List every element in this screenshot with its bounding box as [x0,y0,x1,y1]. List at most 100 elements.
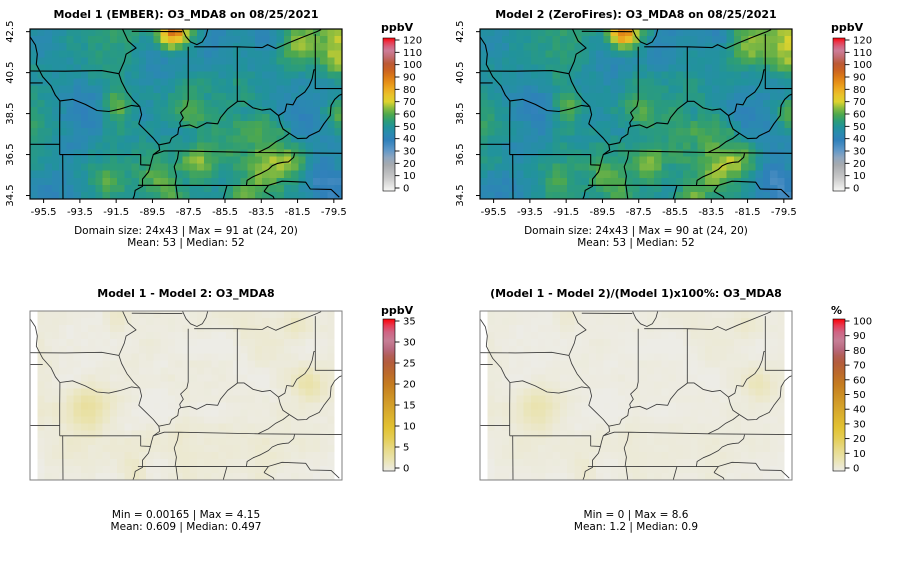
caption-stats-model1: Mean: 53 | Median: 52 [127,237,245,249]
svg-text:70: 70 [853,97,866,108]
caption-domain-model1: Domain size: 24x43 | Max = 91 at (24, 20… [74,225,298,237]
svg-text:25: 25 [403,359,416,370]
svg-text:100: 100 [403,60,422,71]
svg-text:40: 40 [853,405,866,416]
caption-stats-difference: Mean: 0.609 | Median: 0.497 [110,521,262,533]
svg-text:38.5: 38.5 [455,102,466,124]
svg-text:-87.5: -87.5 [626,207,652,218]
panel-percent-difference: 0 10 20 30 40 50 60 70 80 90 100% (Model 1 - Model… [450,280,900,561]
percent-difference-map-plot: 0 10 20 30 40 50 60 70 80 90 100% [479,304,872,481]
svg-text:-91.5: -91.5 [553,207,579,218]
svg-text:-85.5: -85.5 [212,207,238,218]
model1-axes: -95.5 -93.5 -91.5 -89.5 -87.5 -85.5 -83.5 -81.5… [5,21,347,218]
caption-domain-model2: Domain size: 24x43 | Max = 90 at (24, 20… [524,225,748,237]
model1-state-boundaries [30,29,342,199]
svg-text:90: 90 [853,73,866,84]
svg-text:60: 60 [853,375,866,386]
svg-text:80: 80 [853,346,866,357]
svg-text:-93.5: -93.5 [67,207,93,218]
svg-text:35: 35 [403,317,416,328]
svg-text:50: 50 [853,122,866,133]
svg-text:-95.5: -95.5 [481,207,507,218]
svg-text:-87.5: -87.5 [176,207,202,218]
svg-text:40: 40 [853,134,866,145]
panel-title-percent-difference: (Model 1 - Model 2)/(Model 1)x100%: O3_M… [490,287,782,300]
pctdiff-heatmap-cells [480,311,792,480]
svg-text:30: 30 [403,338,416,349]
svg-text:-79.5: -79.5 [321,207,347,218]
svg-text:15: 15 [403,401,416,412]
svg-text:-81.5: -81.5 [285,207,311,218]
svg-text:110: 110 [853,48,872,59]
svg-text:40: 40 [403,134,416,145]
diff-heatmap-cells [30,311,342,480]
svg-text:0: 0 [403,184,409,195]
svg-text:5: 5 [403,443,409,454]
svg-text:-95.5: -95.5 [31,207,57,218]
svg-text:10: 10 [403,171,416,182]
svg-text:30: 30 [853,147,866,158]
svg-text:80: 80 [853,85,866,96]
svg-text:36.5: 36.5 [5,143,16,165]
svg-text:42.5: 42.5 [5,21,16,43]
svg-text:-93.5: -93.5 [517,207,543,218]
svg-text:10: 10 [853,449,866,460]
svg-text:60: 60 [403,110,416,121]
svg-text:20: 20 [403,380,416,391]
svg-text:-89.5: -89.5 [590,207,616,218]
svg-text:90: 90 [403,73,416,84]
model2-axes: -95.5 -93.5 -91.5 -89.5 -87.5 -85.5 -83.5 -81.5… [455,21,797,218]
svg-text:90: 90 [853,331,866,342]
model1-map-plot: -95.5 -93.5 -91.5 -89.5 -87.5 -85.5 -83.5 -81.5… [5,21,422,218]
model1-heatmap-cells [30,29,342,199]
svg-text:42.5: 42.5 [455,21,466,43]
svg-text:0: 0 [853,184,859,195]
svg-text:70: 70 [853,361,866,372]
svg-text:-89.5: -89.5 [140,207,166,218]
svg-text:60: 60 [853,110,866,121]
svg-text:-91.5: -91.5 [103,207,129,218]
model2-map-plot: -95.5 -93.5 -91.5 -89.5 -87.5 -85.5 -83.5 -81.5… [455,21,872,218]
svg-text:-85.5: -85.5 [662,207,688,218]
caption-minmax-difference: Min = 0.00165 | Max = 4.15 [111,509,261,521]
svg-text:10: 10 [403,422,416,433]
panel-model1: -95.5 -93.5 -91.5 -89.5 -87.5 -85.5 -83.5 -81.5… [0,0,450,280]
svg-text:20: 20 [403,159,416,170]
svg-text:-79.5: -79.5 [771,207,797,218]
svg-text:110: 110 [403,48,422,59]
svg-text:20: 20 [853,159,866,170]
svg-text:-81.5: -81.5 [735,207,761,218]
model2-state-boundaries [480,29,792,199]
panel-title-difference: Model 1 - Model 2: O3_MDA8 [97,287,275,300]
panel-title-model2: Model 2 (ZeroFires): O3_MDA8 on 08/25/20… [495,8,777,21]
svg-text:120: 120 [403,36,422,47]
pctdiff-colorbar: 0 10 20 30 40 50 60 70 80 90 100% [831,304,872,475]
pctdiff-colorbar-unit-label: % [831,304,842,317]
svg-text:38.5: 38.5 [5,102,16,124]
svg-text:20: 20 [853,434,866,445]
svg-text:80: 80 [403,85,416,96]
caption-minmax-percent-difference: Min = 0 | Max = 8.6 [583,509,689,521]
svg-text:36.5: 36.5 [455,143,466,165]
svg-text:34.5: 34.5 [5,184,16,206]
model2-colorbar-unit-label: ppbV [831,21,864,34]
svg-text:100: 100 [853,317,872,328]
svg-text:30: 30 [403,147,416,158]
svg-text:0: 0 [853,464,859,475]
svg-text:10: 10 [853,171,866,182]
diff-colorbar-unit-label: ppbV [381,304,414,317]
caption-stats-model2: Mean: 53 | Median: 52 [577,237,695,249]
model2-heatmap-cells [480,29,792,199]
panel-model2: -95.5 -93.5 -91.5 -89.5 -87.5 -85.5 -83.5 -81.5… [450,0,900,280]
svg-text:50: 50 [853,390,866,401]
svg-text:70: 70 [403,97,416,108]
svg-text:30: 30 [853,419,866,430]
svg-text:100: 100 [853,60,872,71]
svg-text:34.5: 34.5 [455,184,466,206]
svg-text:50: 50 [403,122,416,133]
pctdiff-state-boundaries [480,311,792,480]
